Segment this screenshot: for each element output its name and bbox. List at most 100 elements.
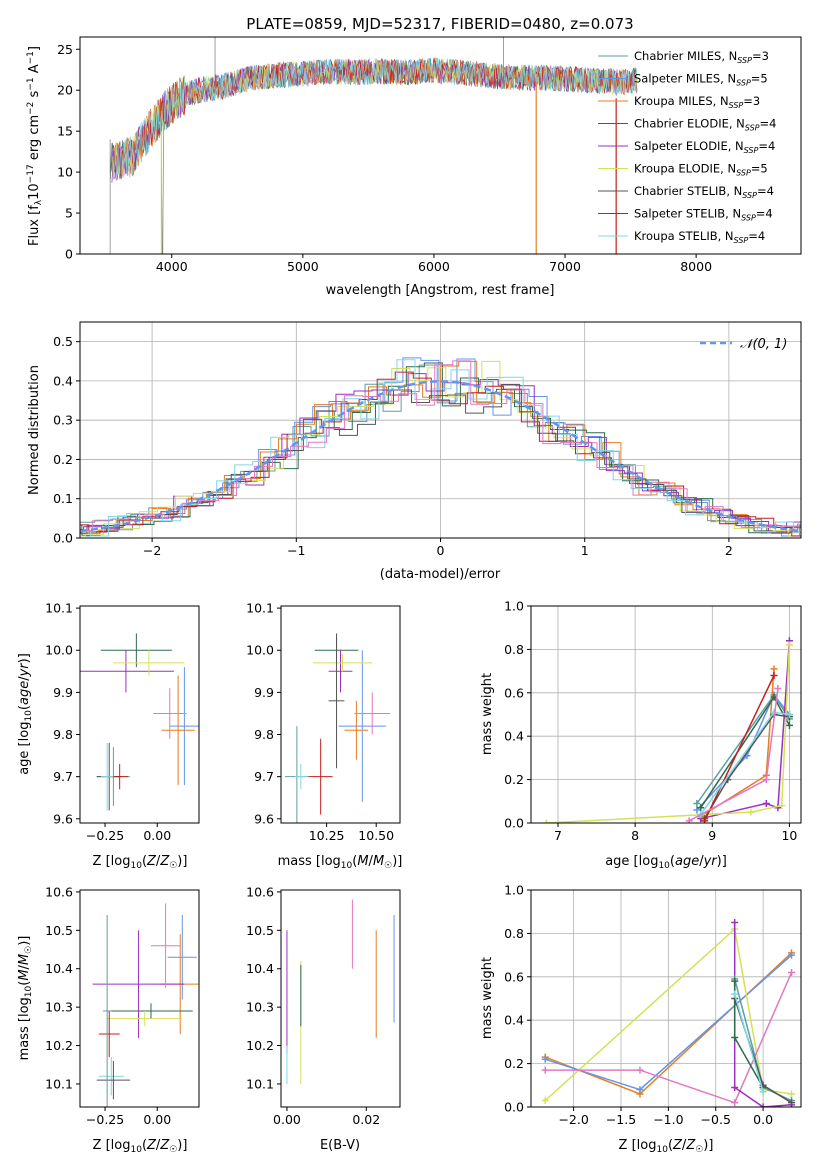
age-vs-metallicity-panel: −0.25 0.00 9.6 9.7 9.8 9.9 10.0 10.1 Z [log10(Z… [17, 601, 200, 871]
y-tick-label: 0.0 [504, 816, 524, 831]
x-tick-label: 6000 [418, 259, 450, 274]
y-tick-label: 9.7 [254, 769, 274, 784]
y-tick-label: 10.1 [246, 601, 274, 616]
residual-ylabel: Normed distribution [27, 365, 42, 495]
y-tick-label: 10.1 [45, 601, 73, 616]
y-tick-label: 10.3 [45, 1000, 73, 1015]
mass-ebv-xlabel: E(B-V) [320, 1138, 360, 1153]
residual-legend-label: 𝒩(0, 1) [740, 337, 787, 352]
spectrum-title: PLATE=0859, MJD=52317, FIBERID=0480, z=0… [246, 15, 633, 33]
x-tick-label: −2 [143, 543, 161, 558]
x-tick-label: 8000 [680, 259, 712, 274]
mass-weight-vs-age-panel: 7 8 9 10 0.0 0.2 0.4 0.6 0.8 1.0 age [log10(age/y… [480, 599, 802, 871]
weight-marker [788, 968, 796, 976]
y-tick-label: 9.7 [53, 769, 73, 784]
y-tick-label: 10.4 [45, 961, 73, 976]
weight-marker [770, 665, 778, 673]
y-tick-label: 10.5 [246, 923, 274, 938]
y-tick-label: 25 [57, 42, 73, 57]
y-tick-label: 10.2 [45, 1038, 73, 1053]
histogram-step [80, 364, 801, 534]
x-tick-label: 2 [725, 543, 733, 558]
y-tick-label: 0.2 [504, 1056, 524, 1071]
weight-marker [759, 1103, 767, 1107]
weight-marker [731, 1034, 739, 1042]
weight-line [733, 993, 764, 1093]
y-tick-label: 20 [57, 83, 73, 98]
weight-age-xlabel: age [log10(age/yr)] [605, 854, 727, 871]
mass-vs-extinction-panel: 0.00 0.02 10.1 10.2 10.3 10.4 10.5 10.6 E(B-V) [246, 884, 401, 1153]
y-tick-label: 0.0 [53, 531, 73, 546]
spectrum-legend: Chabrier MILES, NSSP=3 Salpeter MILES, NS… [598, 49, 776, 245]
legend-label: Chabrier ELODIE, NSSP=4 [634, 117, 776, 133]
mass-z-xlabel: Z [log10(Z/Z☉)] [93, 1138, 188, 1155]
weight-marker [785, 711, 793, 718]
weight-marker [785, 641, 793, 649]
weight-line [700, 640, 791, 820]
age-mass-xlabel: mass [log10(M/M☉)] [278, 854, 403, 871]
weight-line [703, 675, 775, 822]
weight-marker [731, 977, 739, 985]
y-tick-label: 9.8 [254, 727, 274, 742]
legend-label: Chabrier MILES, NSSP=3 [634, 49, 769, 65]
histogram-step [80, 360, 801, 532]
x-tick-label: 0.0 [753, 1112, 773, 1127]
y-tick-label: 9.9 [254, 685, 274, 700]
x-tick-label: 0.00 [273, 1112, 301, 1127]
normal-curve [80, 380, 801, 533]
weight-marker [788, 951, 796, 959]
legend-label: Salpeter STELIB, NSSP=4 [634, 207, 773, 223]
legend-label: Salpeter ELODIE, NSSP=4 [634, 139, 775, 155]
y-tick-label: 0.4 [504, 1013, 524, 1028]
histogram-step [80, 362, 801, 536]
weight-marker [636, 1066, 644, 1074]
weight-marker [636, 1086, 644, 1094]
residual-histogram-panel: −2 −1 0 1 2 0.0 0.1 0.2 0.3 0.4 0.5 (data-model)/e… [27, 321, 802, 582]
y-tick-label: 0.6 [504, 969, 524, 984]
y-tick-label: 0.4 [53, 373, 73, 388]
y-tick-label: 0.8 [504, 926, 524, 941]
y-tick-label: 0.2 [504, 772, 524, 787]
age-z-xlabel: Z [log10(Z/Z☉)] [93, 854, 188, 871]
weight-z-ylabel: mass weight [480, 957, 495, 1039]
mass-z-ylabel: mass [log10(M/M☉)] [17, 936, 34, 1061]
y-tick-label: 0.1 [53, 491, 73, 506]
weight-marker [731, 990, 739, 998]
residual-legend: 𝒩(0, 1) [700, 337, 787, 352]
age-z-ylabel: age [log10(age/yr)] [17, 653, 34, 775]
y-tick-label: 0.8 [504, 642, 524, 657]
weight-marker [774, 804, 782, 812]
y-tick-label: 0.6 [504, 685, 524, 700]
mass-weight-vs-metallicity-panel: −2.0 −1.5 −1.0 −0.5 0.0 0.0 0.2 0.4 0.6 0.8 1.0 Z … [480, 883, 802, 1155]
x-tick-label: −2.0 [558, 1112, 588, 1127]
weight-marker [541, 1055, 549, 1063]
weight-marker [693, 806, 701, 814]
x-tick-label: −1.5 [606, 1112, 636, 1127]
x-tick-label: −0.25 [86, 828, 124, 843]
weight-marker [762, 776, 770, 784]
y-tick-label: 10.0 [45, 643, 73, 658]
x-tick-label: 0 [437, 543, 445, 558]
weight-marker [731, 919, 739, 927]
y-tick-label: 10.2 [246, 1038, 274, 1053]
y-tick-label: 0.4 [504, 729, 524, 744]
weight-marker [747, 808, 755, 816]
x-tick-label: −1 [287, 543, 305, 558]
y-tick-label: 10.0 [246, 643, 274, 658]
x-tick-label: 0.02 [352, 1112, 380, 1127]
y-tick-label: 1.0 [504, 599, 524, 614]
x-tick-label: 10.50 [358, 828, 394, 843]
weight-marker [778, 802, 786, 810]
age-vs-mass-panel: 10.25 10.50 9.6 9.7 9.8 9.9 10.0 10.1 mass [log… [246, 601, 402, 871]
weight-marker [762, 799, 770, 807]
y-tick-label: 10.4 [246, 961, 274, 976]
spectrum-xlabel: wavelength [Angstrom, rest frame] [326, 283, 555, 298]
spectrum-line [113, 56, 638, 177]
x-tick-label: 5000 [287, 259, 319, 274]
histogram-step [80, 371, 801, 537]
weight-line [700, 711, 790, 815]
y-tick-label: 0.0 [504, 1100, 524, 1115]
x-tick-label: 7000 [549, 259, 581, 274]
y-tick-label: 10.1 [45, 1076, 73, 1091]
